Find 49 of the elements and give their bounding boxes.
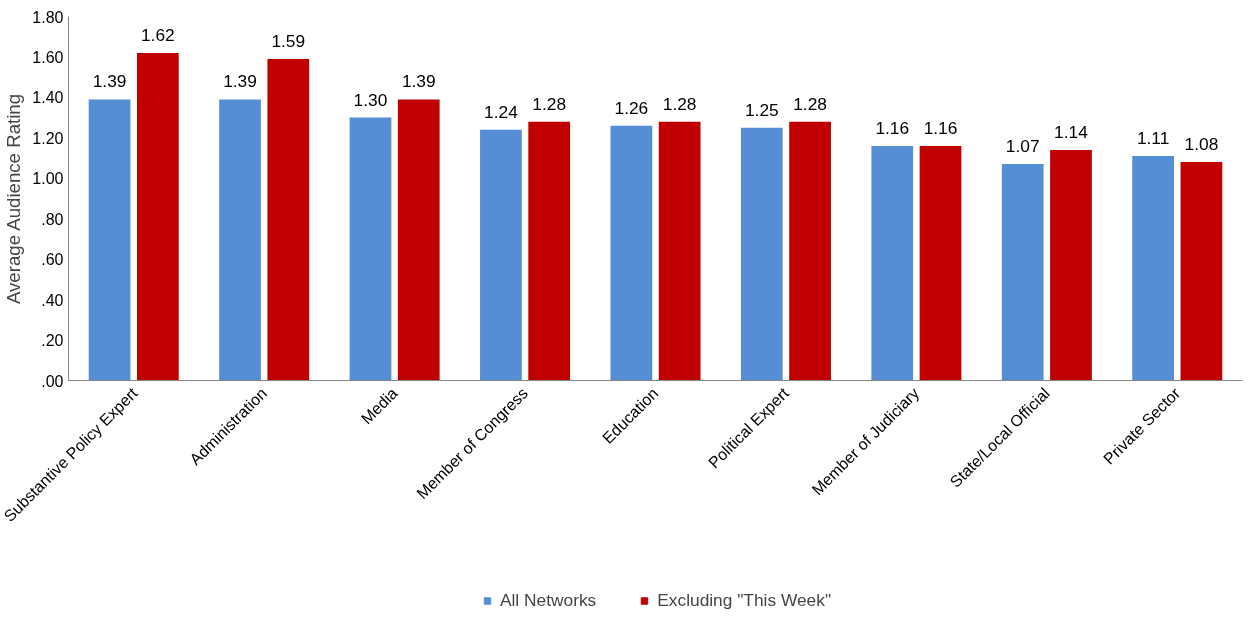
data-label: 1.25 [744, 99, 779, 120]
bar [658, 121, 701, 381]
bar [1050, 149, 1092, 381]
data-label: 1.11 [1136, 128, 1170, 149]
data-label: 1.26 [614, 97, 649, 118]
bar [88, 99, 131, 381]
y-tick-label: 1.80 [32, 8, 64, 26]
y-tick-label: .20 [41, 332, 64, 350]
data-label: 1.39 [401, 71, 436, 92]
bar [789, 121, 831, 381]
data-label: 1.28 [532, 93, 567, 114]
bar [1132, 156, 1175, 381]
bar [349, 117, 392, 381]
data-label: 1.62 [140, 24, 175, 45]
legend-label: All Networks [499, 589, 597, 611]
data-label: 1.59 [271, 30, 306, 51]
y-tick-label: .00 [41, 372, 64, 390]
bar [610, 125, 653, 381]
bar [1001, 164, 1044, 381]
data-label: 1.07 [1005, 136, 1040, 157]
y-tick-label: 1.00 [32, 170, 64, 188]
bar [871, 145, 914, 381]
y-tick-label: 1.40 [32, 89, 64, 107]
y-tick-label: 1.20 [32, 129, 64, 147]
bar [528, 121, 571, 381]
data-label: 1.24 [484, 101, 519, 122]
legend-label: Excluding "This Week" [657, 589, 832, 611]
data-label: 1.30 [353, 89, 388, 110]
data-label: 1.28 [662, 93, 697, 114]
data-label: 1.39 [92, 71, 127, 92]
data-label: 1.16 [923, 117, 958, 138]
bar [740, 127, 783, 381]
data-label: 1.08 [1184, 134, 1219, 155]
bar [397, 99, 440, 381]
bar [136, 52, 179, 381]
y-tick-label: .60 [41, 251, 64, 269]
data-label: 1.28 [793, 93, 827, 114]
y-tick-label: .40 [41, 291, 64, 309]
bar [219, 99, 261, 381]
data-label: 1.14 [1054, 121, 1089, 142]
bar [919, 145, 962, 381]
y-tick-label: .80 [41, 210, 64, 228]
bar [480, 129, 522, 381]
data-label: 1.39 [223, 71, 257, 92]
y-tick-label: 1.60 [32, 48, 64, 66]
bar [267, 58, 310, 381]
y-axis-title: Average Audience Rating [3, 93, 25, 305]
bar [1180, 162, 1223, 381]
data-label: 1.16 [875, 117, 910, 138]
